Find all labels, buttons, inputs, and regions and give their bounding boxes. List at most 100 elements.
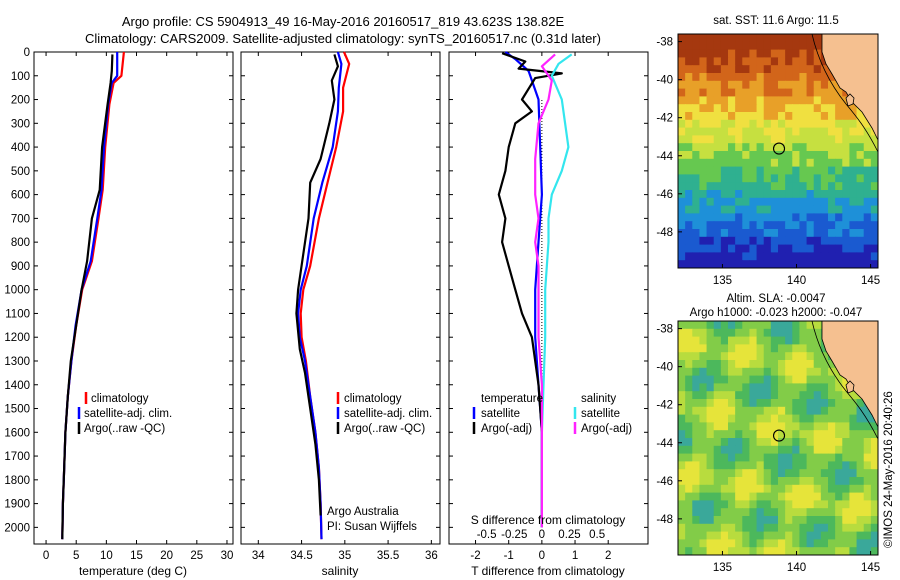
heatmap-cell <box>678 166 686 175</box>
heatmap-cell <box>720 197 729 207</box>
heatmap-cell <box>749 221 758 230</box>
heatmap-cell <box>699 539 708 548</box>
heatmap-cell <box>849 252 858 261</box>
heatmap-cell <box>699 516 708 525</box>
heatmap-cell <box>735 438 743 447</box>
heatmap-cell <box>749 352 758 361</box>
heatmap-cell <box>685 260 693 268</box>
s-tick-label: -0.25 <box>501 529 527 541</box>
heatmap-cell <box>699 344 708 353</box>
heatmap-cell <box>835 492 843 501</box>
heatmap-cell <box>770 104 779 113</box>
sla-contour <box>811 321 878 440</box>
heatmap-cell <box>849 229 858 238</box>
heatmap-cell <box>849 508 858 517</box>
heatmap-cell <box>792 229 801 238</box>
heatmap-cell <box>678 221 686 230</box>
heatmap-cell <box>820 539 829 548</box>
heatmap-cell <box>763 174 772 183</box>
heatmap-cell <box>863 406 872 416</box>
heatmap-cell <box>699 104 708 113</box>
heatmap-cell <box>813 213 822 222</box>
heatmap-cell <box>735 445 743 455</box>
heatmap-cell <box>720 112 729 121</box>
heatmap-cell <box>756 143 765 152</box>
heatmap-cell <box>806 221 815 230</box>
heatmap-cell <box>699 321 708 330</box>
heatmap-cell <box>713 430 722 439</box>
heatmap-cell <box>792 151 801 160</box>
heatmap-cell <box>713 328 722 338</box>
heatmap-cell <box>849 484 858 494</box>
heatmap-cell <box>799 422 808 431</box>
x-tick-label: 36 <box>425 550 438 562</box>
x-tick-label: 30 <box>221 550 234 562</box>
heatmap-cell <box>728 547 736 555</box>
heatmap-cell <box>720 236 729 246</box>
difference-profiles <box>497 51 573 528</box>
heatmap-cell <box>778 383 786 392</box>
heatmap-cell <box>699 174 708 183</box>
heatmap-cell <box>756 166 765 175</box>
heatmap-cell <box>835 539 843 548</box>
heatmap-cell <box>678 461 686 470</box>
heatmap-cell <box>813 143 822 152</box>
heatmap-cell <box>742 422 751 431</box>
heatmap-cell <box>692 336 701 345</box>
heatmap-cell <box>799 252 808 261</box>
heatmap-cell <box>699 445 708 455</box>
heatmap-cell <box>849 174 858 183</box>
heatmap-cell <box>870 236 878 246</box>
heatmap-cell <box>835 484 843 494</box>
heatmap-cell <box>806 112 815 121</box>
heatmap-cell <box>863 151 872 160</box>
heatmap-cell <box>728 252 736 261</box>
heatmap-cell <box>806 336 815 345</box>
heatmap-cell <box>785 244 793 253</box>
heatmap-cell <box>692 531 701 540</box>
heatmap-cell <box>699 453 708 462</box>
heatmap-cell <box>699 135 708 144</box>
heatmap-cell <box>828 135 836 144</box>
heatmap-cell <box>778 57 786 66</box>
heatmap-cell <box>842 469 851 478</box>
heatmap-cell <box>699 143 708 152</box>
map-y-tick-label: -46 <box>656 476 673 488</box>
heatmap-cell <box>706 375 715 384</box>
heatmap-cell <box>792 41 801 51</box>
heatmap-cell <box>863 244 872 253</box>
series-line-argo-adj- <box>497 52 563 528</box>
heatmap-cell <box>692 383 701 392</box>
heatmap-cell <box>770 328 779 338</box>
heatmap-cell <box>778 500 786 509</box>
heatmap-cell <box>685 328 693 338</box>
heatmap-cell <box>813 96 822 105</box>
heatmap-cell <box>770 65 779 74</box>
heatmap-cell <box>849 119 858 129</box>
heatmap-cell <box>785 461 793 470</box>
sla-map-panel: Altim. SLA: -0.0047 Argo h1000: -0.023 h… <box>656 293 880 574</box>
heatmap-cell <box>728 477 736 486</box>
heatmap-cell <box>799 531 808 540</box>
heatmap-cell <box>792 445 801 455</box>
heatmap-cell <box>756 104 765 113</box>
heatmap-cell <box>678 34 686 43</box>
heatmap-cell <box>678 197 686 207</box>
heatmap-cell <box>785 391 793 400</box>
heatmap-cell <box>742 367 751 377</box>
heatmap-cell <box>706 166 715 175</box>
heatmap-cell <box>720 182 729 191</box>
heatmap-cell <box>828 484 836 494</box>
heatmap-cell <box>692 96 701 105</box>
heatmap-cell <box>870 229 878 238</box>
x-tick-label: 34.5 <box>290 550 312 562</box>
heatmap-cell <box>756 461 765 470</box>
heatmap-cell <box>849 477 858 486</box>
heatmap-cell <box>678 539 686 548</box>
heatmap-cell <box>728 151 736 160</box>
heatmap-cell <box>770 174 779 183</box>
heatmap-cell <box>770 516 779 525</box>
heatmap-cell <box>706 244 715 253</box>
heatmap-cell <box>699 523 708 533</box>
heatmap-cell <box>678 360 686 369</box>
